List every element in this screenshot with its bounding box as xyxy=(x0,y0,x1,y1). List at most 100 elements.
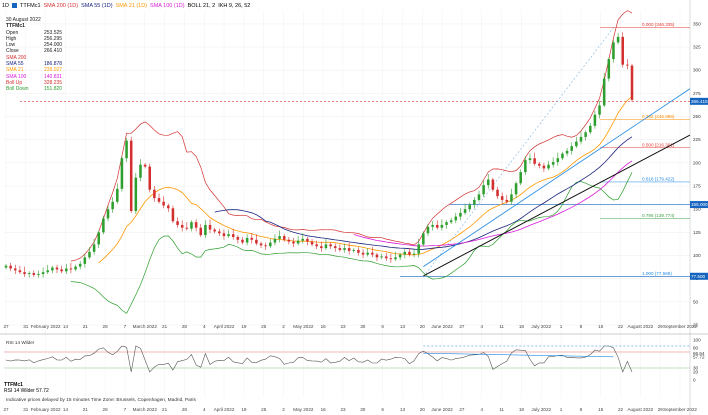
candle-body xyxy=(306,238,309,242)
time-tick-label: March 2022 xyxy=(133,324,158,329)
candle-body xyxy=(468,204,471,210)
candle-body xyxy=(491,179,495,190)
candle-body xyxy=(510,194,513,202)
time-tick-label: June 2022 xyxy=(431,407,453,412)
legend-key: SMA 21 xyxy=(6,67,24,74)
candle-series xyxy=(4,32,634,278)
candle-body xyxy=(445,222,448,225)
candle-body xyxy=(167,205,170,209)
candle-body xyxy=(426,226,430,234)
indicator-sma200[interactable]: SMA 200 (1D) xyxy=(43,2,79,9)
fib-connector xyxy=(423,27,614,278)
candle-body xyxy=(556,158,560,162)
candle-body xyxy=(347,248,351,251)
time-tick-label: 7 xyxy=(124,324,127,329)
candle-body xyxy=(157,198,161,202)
chart-header: 1D TTFMc1 SMA 200 (1D) SMA 55 (1D) SMA 2… xyxy=(0,0,702,11)
candle-body xyxy=(333,246,337,249)
candle-body xyxy=(463,209,467,213)
time-tick-label: July 2022 xyxy=(531,407,551,412)
time-tick-label: 4 xyxy=(203,407,206,412)
legend-row: SMA 200 xyxy=(6,55,62,61)
candle-body xyxy=(380,256,383,258)
time-tick-label: May 2022 xyxy=(293,324,314,329)
symbol-label[interactable]: TTFMc1 xyxy=(20,2,41,9)
rsi-tick-label: 57.72 xyxy=(693,354,705,359)
time-tick-label: 8 xyxy=(580,407,583,412)
price-axis[interactable]: 3503253002752502252001751501251007550252… xyxy=(690,21,708,328)
time-tick-label: 16 xyxy=(321,407,327,412)
candle-body xyxy=(384,256,388,259)
candle-body xyxy=(361,252,365,255)
candle-body xyxy=(102,218,105,233)
candle-body xyxy=(139,164,142,178)
candle-body xyxy=(273,238,277,243)
candle-body xyxy=(125,140,128,159)
candle-body xyxy=(575,141,578,147)
candle-body xyxy=(496,189,499,197)
candle-body xyxy=(153,189,156,199)
indicator-sma21[interactable]: SMA 21 (1D) xyxy=(115,2,148,9)
legend-symbol: TTFMc1 xyxy=(6,23,25,30)
candle-body xyxy=(250,237,254,240)
time-tick-label: 16 xyxy=(321,324,327,329)
time-tick-label: February 2022 xyxy=(31,324,61,329)
candle-body xyxy=(190,222,193,229)
candle-body xyxy=(194,222,198,228)
candle-body xyxy=(602,78,606,106)
time-tick-label: 21 xyxy=(83,324,89,329)
hline-price-label: 77.500 xyxy=(691,274,705,279)
candle-body xyxy=(74,266,77,270)
time-tick-label: 4 xyxy=(480,407,483,412)
candle-body xyxy=(278,236,281,239)
time-tick-label: 27 xyxy=(459,407,465,412)
candle-body xyxy=(78,263,82,267)
time-tick-label: 11 xyxy=(499,407,504,412)
candle-body xyxy=(180,224,184,228)
fib-level-label: 0.618 (179.422) xyxy=(642,176,675,181)
candle-body xyxy=(171,208,175,222)
time-tick-label: 6 xyxy=(381,407,384,412)
candle-body xyxy=(459,212,462,217)
legend-key: SMA 200 xyxy=(6,54,27,61)
time-tick-label: 15 xyxy=(598,324,604,329)
fib-level-label: 0.000 (346.335) xyxy=(642,22,675,27)
candle-body xyxy=(626,64,629,66)
candle-body xyxy=(120,158,124,189)
legend-date: 30 August 2022 xyxy=(6,17,41,23)
trendlines[interactable] xyxy=(423,88,691,277)
legend-key: SMA 55 xyxy=(6,61,24,68)
candle-body xyxy=(83,257,87,264)
time-tick-label: 31 xyxy=(23,407,29,412)
timeframe-label[interactable]: 1D xyxy=(2,2,10,9)
time-tick-label: 14 xyxy=(63,407,69,412)
candle-body xyxy=(440,224,444,228)
indicator-sma100[interactable]: SMA 100 (1D) xyxy=(150,2,185,9)
candle-body xyxy=(473,199,476,205)
time-tick-label: 30 xyxy=(360,324,366,329)
legend-value: 254.000 xyxy=(44,42,63,49)
candle-body xyxy=(65,268,68,272)
indicator-sma55[interactable]: SMA 55 (1D) xyxy=(81,2,113,9)
footer-symbol: TTFMc1 xyxy=(4,382,23,388)
bollinger-upper-line xyxy=(70,10,633,262)
time-tick-label: 18 xyxy=(519,407,525,412)
candle-body xyxy=(533,158,536,164)
candle-body xyxy=(514,183,518,195)
sma55-line xyxy=(214,136,633,250)
disclaimer: Indicative prices delayed by 15 minutes … xyxy=(6,398,196,403)
candle-body xyxy=(18,270,22,273)
legend-key: Close xyxy=(6,48,19,55)
indicator-ikh[interactable]: IKH 9, 26, 52 xyxy=(218,2,251,9)
candle-body xyxy=(394,257,397,260)
candle-body xyxy=(570,146,573,151)
time-tick-label: 23 xyxy=(340,407,346,412)
indicator-boll[interactable]: BOLL 21, 2 xyxy=(187,2,216,9)
rsi-tick-label: 30 xyxy=(693,366,699,371)
time-tick-label: 2 xyxy=(282,324,285,329)
